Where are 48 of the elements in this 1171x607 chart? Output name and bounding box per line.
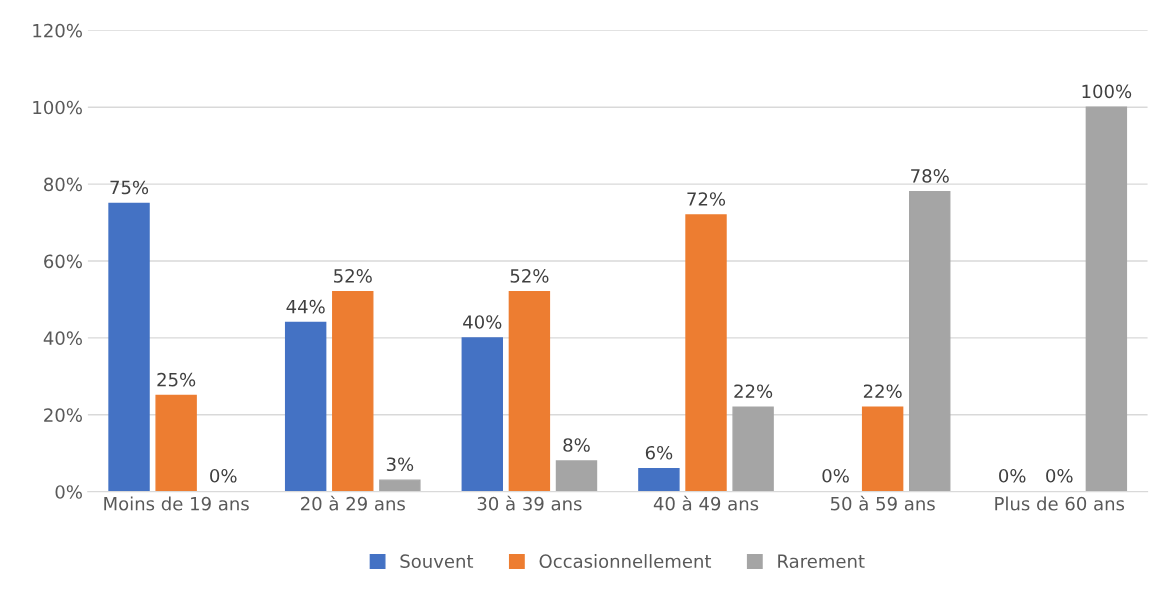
data-label: 22%: [734, 384, 773, 399]
y-tick-label: 120%: [33, 23, 82, 38]
bar: [332, 291, 374, 492]
data-label: 0%: [210, 468, 237, 483]
bar: [155, 394, 197, 492]
bar: [732, 406, 774, 492]
data-label: 72%: [687, 192, 726, 206]
bar: [379, 479, 421, 492]
x-tick-label: Plus de 60 ans: [995, 496, 1125, 511]
data-label: 0%: [1046, 468, 1073, 483]
y-tick-label: 80%: [44, 177, 82, 192]
data-label: 0%: [999, 468, 1026, 483]
data-label: 6%: [645, 445, 673, 460]
data-label: 3%: [386, 457, 414, 472]
x-tick-label: 40 à 49 ans: [653, 495, 759, 511]
legend-label: Rarement: [778, 554, 865, 569]
data-label: 25%: [157, 372, 196, 387]
bar: [461, 337, 504, 492]
data-label: 22%: [863, 384, 902, 399]
y-tick-label: 100%: [33, 100, 82, 115]
data-label: 52%: [510, 269, 549, 283]
y-tick-label: 0%: [55, 485, 82, 499]
bar: [861, 406, 904, 492]
bar: [508, 291, 551, 492]
legend-label: Occasionnellement: [539, 554, 712, 569]
bar: [909, 191, 951, 492]
y-tick-label: 20%: [44, 408, 82, 422]
y-tick-label: 40%: [43, 331, 82, 346]
legend-label: Souvent: [400, 554, 474, 569]
bar: [108, 202, 150, 492]
data-label: 100%: [1082, 84, 1132, 99]
data-label: 8%: [563, 438, 590, 452]
bar: [638, 467, 680, 492]
data-label: 40%: [463, 315, 502, 329]
bar: [1085, 106, 1128, 492]
x-tick-label: 50 à 59 ans: [830, 495, 935, 511]
bar: [685, 214, 727, 492]
data-label: 0%: [822, 468, 849, 483]
bar: [284, 321, 327, 492]
data-label: 78%: [911, 169, 949, 183]
x-tick-label: 20 à 29 ans: [301, 495, 405, 511]
data-label: 52%: [334, 269, 372, 283]
data-label: 75%: [110, 180, 149, 195]
x-tick-label: Moins de 19 ans: [104, 496, 249, 511]
bar: [555, 460, 598, 492]
x-tick-label: 30 à 39 ans: [477, 495, 582, 511]
data-label: 44%: [286, 299, 325, 314]
y-tick-label: 60%: [44, 254, 82, 269]
